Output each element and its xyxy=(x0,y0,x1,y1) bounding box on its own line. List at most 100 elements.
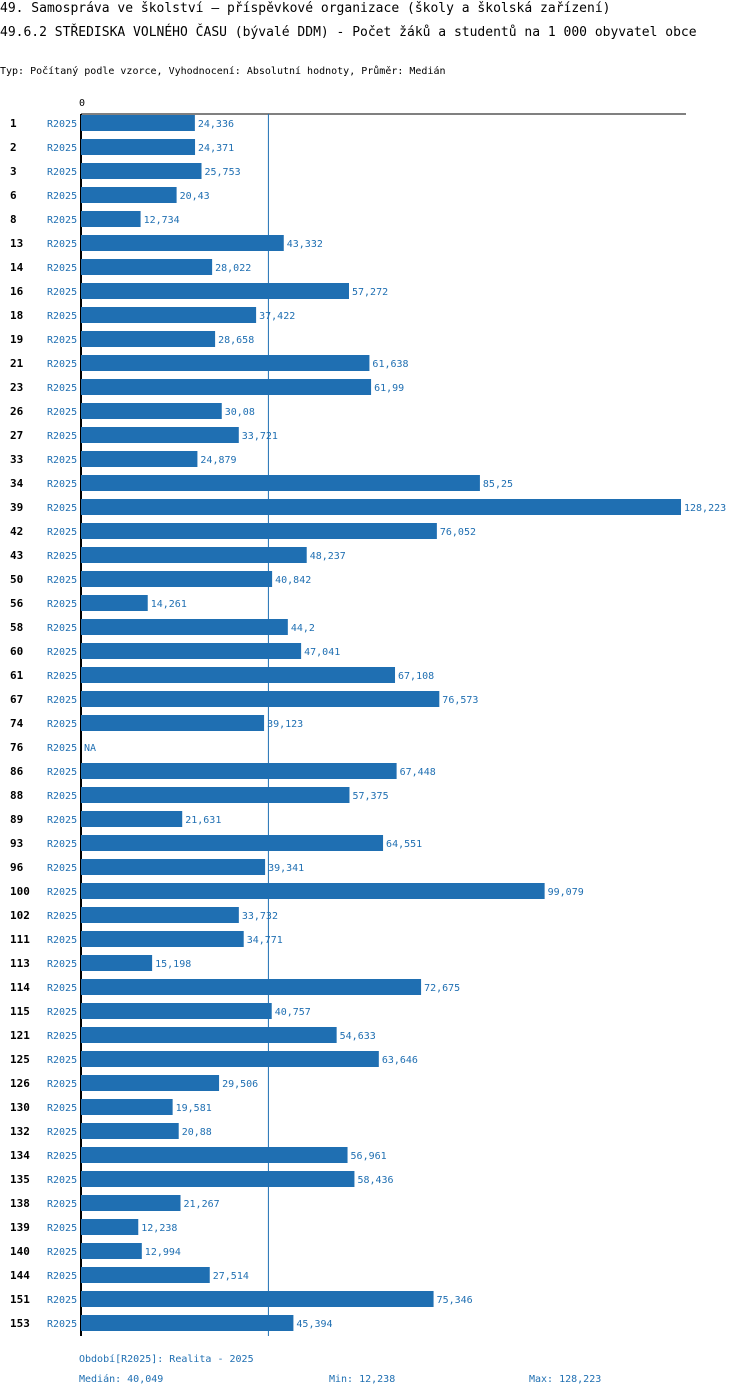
row-period-label: R2025 xyxy=(47,599,77,610)
row-period-label: R2025 xyxy=(47,503,77,514)
bar xyxy=(81,139,196,155)
bar xyxy=(81,163,202,179)
row-id-label: 151 xyxy=(10,1293,30,1306)
bar xyxy=(81,571,273,587)
row-id-label: 100 xyxy=(10,885,30,898)
bar xyxy=(81,475,480,491)
bar-value-label: 19,581 xyxy=(176,1103,212,1114)
bar-value-label: 39,341 xyxy=(268,863,304,874)
row-id-label: 56 xyxy=(10,597,24,610)
bar-value-label: 21,267 xyxy=(184,1199,220,1210)
row-id-label: 8 xyxy=(10,213,17,226)
row-id-label: 60 xyxy=(10,645,23,658)
bar-value-label: 54,633 xyxy=(340,1031,376,1042)
row-id-label: 67 xyxy=(10,693,23,706)
bar-value-label: 44,2 xyxy=(291,623,315,634)
row-id-label: 74 xyxy=(10,717,24,730)
bar-value-label: 28,022 xyxy=(215,263,251,274)
bar xyxy=(81,835,384,851)
bar xyxy=(81,715,265,731)
bar-value-label: 24,371 xyxy=(198,143,234,154)
row-period-label: R2025 xyxy=(47,1199,77,1210)
bar xyxy=(81,1123,179,1139)
bar xyxy=(81,1219,139,1235)
row-period-label: R2025 xyxy=(47,839,77,850)
bar xyxy=(81,763,397,779)
row-id-label: 113 xyxy=(10,957,30,970)
bar-value-label: 37,422 xyxy=(259,311,295,322)
zero-tick-label: 0 xyxy=(79,98,85,109)
row-period-label: R2025 xyxy=(47,791,77,802)
bar xyxy=(81,331,216,347)
row-id-label: 135 xyxy=(10,1173,30,1186)
row-period-label: R2025 xyxy=(47,167,77,178)
bar xyxy=(81,667,396,683)
row-id-label: 27 xyxy=(10,429,23,442)
row-id-label: 102 xyxy=(10,909,30,922)
row-period-label: R2025 xyxy=(47,1031,77,1042)
row-id-label: 138 xyxy=(10,1197,30,1210)
row-id-label: 132 xyxy=(10,1125,30,1138)
row-period-label: R2025 xyxy=(47,983,77,994)
bar xyxy=(81,1075,220,1091)
bar xyxy=(81,787,350,803)
bar-value-label: 43,332 xyxy=(287,239,323,250)
footer-max: Max: 128,223 xyxy=(529,1374,602,1385)
bar-value-label: 40,757 xyxy=(275,1007,311,1018)
row-id-label: 14 xyxy=(10,261,24,274)
bar xyxy=(81,355,370,371)
row-id-label: 16 xyxy=(10,285,24,298)
bar xyxy=(81,643,302,659)
bar-value-label: 75,346 xyxy=(437,1295,473,1306)
row-id-label: 18 xyxy=(10,309,23,322)
row-id-label: 76 xyxy=(10,741,24,754)
chart-type-note: Typ: Počítaný podle vzorce, Vyhodnocení:… xyxy=(0,66,446,77)
bar xyxy=(81,523,437,539)
row-period-label: R2025 xyxy=(47,743,77,754)
row-id-label: 21 xyxy=(10,357,24,370)
bar xyxy=(81,259,213,275)
bar xyxy=(81,307,257,323)
bar-value-label: 27,514 xyxy=(213,1271,249,1282)
bar xyxy=(81,859,266,875)
bar xyxy=(81,1267,210,1283)
bar-value-label: 28,658 xyxy=(218,335,254,346)
bar-value-label: 85,25 xyxy=(483,479,513,490)
row-id-label: 86 xyxy=(10,765,24,778)
row-id-label: 134 xyxy=(10,1149,30,1162)
bar xyxy=(81,1099,173,1115)
chart-title: 49. Samospráva ve školství – příspěvkové… xyxy=(0,1,611,16)
bar-value-label: 15,198 xyxy=(155,959,191,970)
row-period-label: R2025 xyxy=(47,1127,77,1138)
bar-value-label: 61,638 xyxy=(372,359,408,370)
row-period-label: R2025 xyxy=(47,887,77,898)
row-period-label: R2025 xyxy=(47,215,77,226)
row-period-label: R2025 xyxy=(47,623,77,634)
row-id-label: 19 xyxy=(10,333,23,346)
row-id-label: 114 xyxy=(10,981,30,994)
bar-value-label: 76,052 xyxy=(440,527,476,538)
row-period-label: R2025 xyxy=(47,959,77,970)
bar-value-label: 64,551 xyxy=(386,839,422,850)
bar xyxy=(81,403,222,419)
row-id-label: 6 xyxy=(10,189,17,202)
bar-value-label: 99,079 xyxy=(548,887,584,898)
row-period-label: R2025 xyxy=(47,1055,77,1066)
footer-min: Min: 12,238 xyxy=(329,1374,396,1385)
bar-value-label: 76,573 xyxy=(442,695,478,706)
bar xyxy=(81,1051,379,1067)
bar-value-label: 20,43 xyxy=(180,191,210,202)
row-id-label: 144 xyxy=(10,1269,30,1282)
row-period-label: R2025 xyxy=(47,1223,77,1234)
bar xyxy=(81,1027,337,1043)
row-period-label: R2025 xyxy=(47,767,77,778)
row-period-label: R2025 xyxy=(47,431,77,442)
bar-value-label: 57,272 xyxy=(352,287,388,298)
row-period-label: R2025 xyxy=(47,575,77,586)
bar-value-label: 24,336 xyxy=(198,119,234,130)
bar-value-label: 67,448 xyxy=(400,767,436,778)
bar-value-label: 29,506 xyxy=(222,1079,258,1090)
bar xyxy=(81,499,681,515)
bar xyxy=(81,451,198,467)
